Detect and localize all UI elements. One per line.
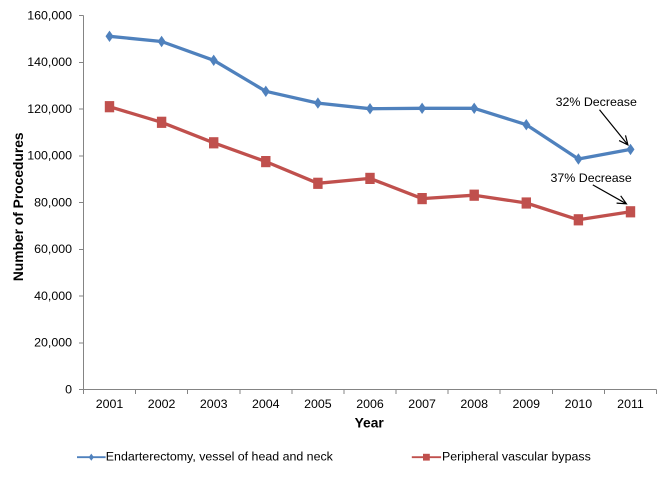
svg-text:Number of Procedures: Number of Procedures	[11, 132, 26, 281]
svg-text:2007: 2007	[408, 397, 436, 411]
svg-text:60,000: 60,000	[34, 242, 72, 256]
svg-text:100,000: 100,000	[27, 149, 72, 163]
svg-text:32% Decrease: 32% Decrease	[556, 95, 637, 109]
svg-text:120,000: 120,000	[27, 102, 72, 116]
svg-text:2005: 2005	[304, 397, 332, 411]
svg-text:80,000: 80,000	[34, 195, 72, 209]
svg-text:140,000: 140,000	[27, 55, 72, 69]
svg-text:2009: 2009	[513, 397, 541, 411]
svg-text:2010: 2010	[565, 397, 593, 411]
svg-text:2001: 2001	[96, 397, 124, 411]
svg-text:Peripheral vascular bypass: Peripheral vascular bypass	[442, 450, 591, 464]
svg-text:Endarterectomy, vessel of head: Endarterectomy, vessel of head and neck	[106, 450, 334, 464]
svg-text:40,000: 40,000	[34, 289, 72, 303]
svg-text:2004: 2004	[252, 397, 280, 411]
svg-text:0: 0	[65, 382, 72, 396]
svg-text:2011: 2011	[617, 397, 644, 411]
svg-text:20,000: 20,000	[34, 336, 72, 350]
svg-text:2002: 2002	[148, 397, 176, 411]
svg-text:2006: 2006	[356, 397, 384, 411]
svg-text:Year: Year	[355, 416, 385, 431]
svg-text:37% Decrease: 37% Decrease	[551, 171, 632, 185]
svg-text:2003: 2003	[200, 397, 228, 411]
svg-text:160,000: 160,000	[27, 8, 72, 22]
svg-text:2008: 2008	[460, 397, 488, 411]
